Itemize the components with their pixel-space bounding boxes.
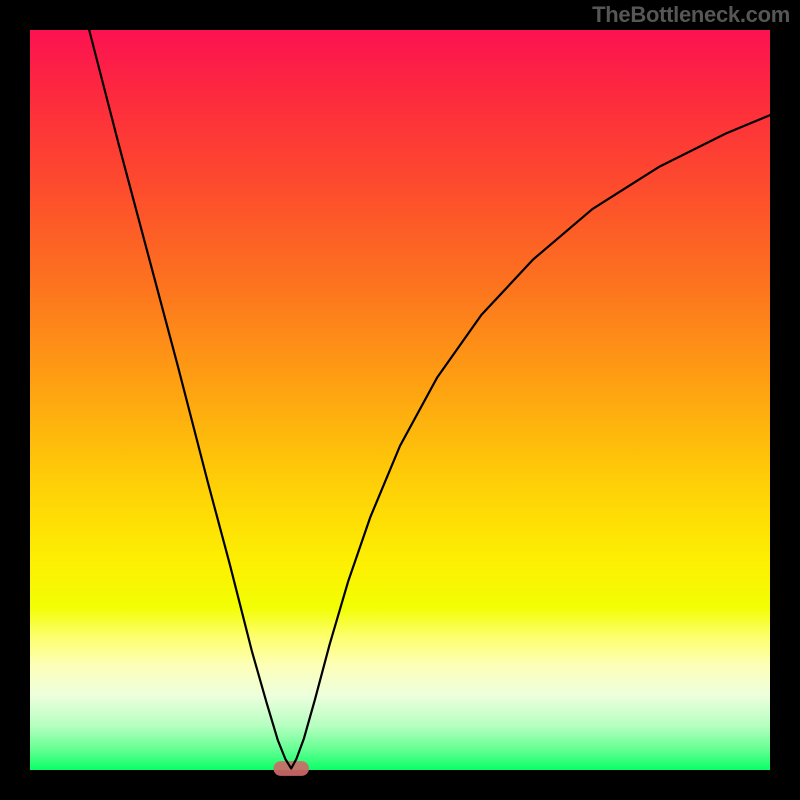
- plot-area: [30, 30, 770, 770]
- watermark-text: TheBottleneck.com: [592, 2, 790, 28]
- chart-container: TheBottleneck.com: [0, 0, 800, 800]
- chart-svg: [0, 0, 800, 800]
